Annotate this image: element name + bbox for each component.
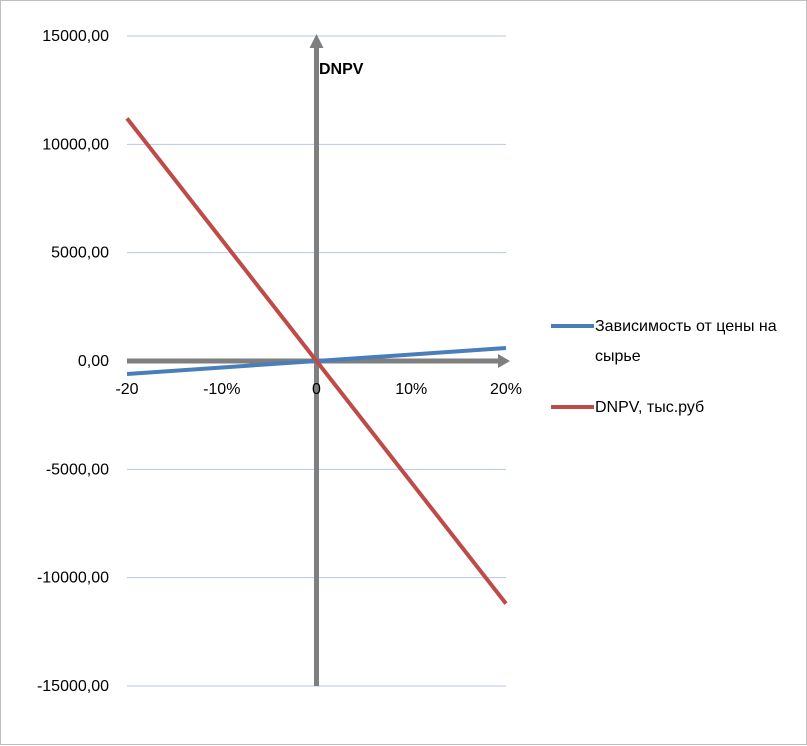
y-tick-labels: 15000,00 10000,00 5000,00 0,00 -5000,00 -1000… xyxy=(37,28,109,695)
y-tick-label: -10000,00 xyxy=(37,570,109,587)
y-tick-label: -15000,00 xyxy=(37,678,109,695)
y-axis-arrowhead xyxy=(309,34,324,48)
y-tick-label: 10000,00 xyxy=(42,136,109,153)
x-tick-label: -20 xyxy=(115,381,138,398)
y-tick-label: -5000,00 xyxy=(46,461,109,478)
x-axis-arrowhead xyxy=(498,354,510,368)
legend: Зависимость от цены на сырье DNPV, тыс.руб xyxy=(551,318,777,416)
x-tick-label: 10% xyxy=(395,381,427,398)
y-tick-label: 15000,00 xyxy=(42,28,109,45)
x-tick-labels: -20 -10% 0 10% 20% xyxy=(115,381,522,398)
legend-label: сырье xyxy=(595,348,641,365)
x-tick-label: 0 xyxy=(312,381,321,398)
y-tick-label: 0,00 xyxy=(78,353,109,370)
series-lines xyxy=(125,117,508,605)
x-tick-label: 20% xyxy=(490,381,522,398)
y-axis-title: DNPV xyxy=(319,61,364,78)
x-tick-label: -10% xyxy=(203,381,240,398)
y-tick-label: 5000,00 xyxy=(51,245,109,262)
legend-label: DNPV, тыс.руб xyxy=(595,399,704,416)
series-line xyxy=(125,117,508,605)
legend-label: Зависимость от цены на xyxy=(595,318,777,335)
